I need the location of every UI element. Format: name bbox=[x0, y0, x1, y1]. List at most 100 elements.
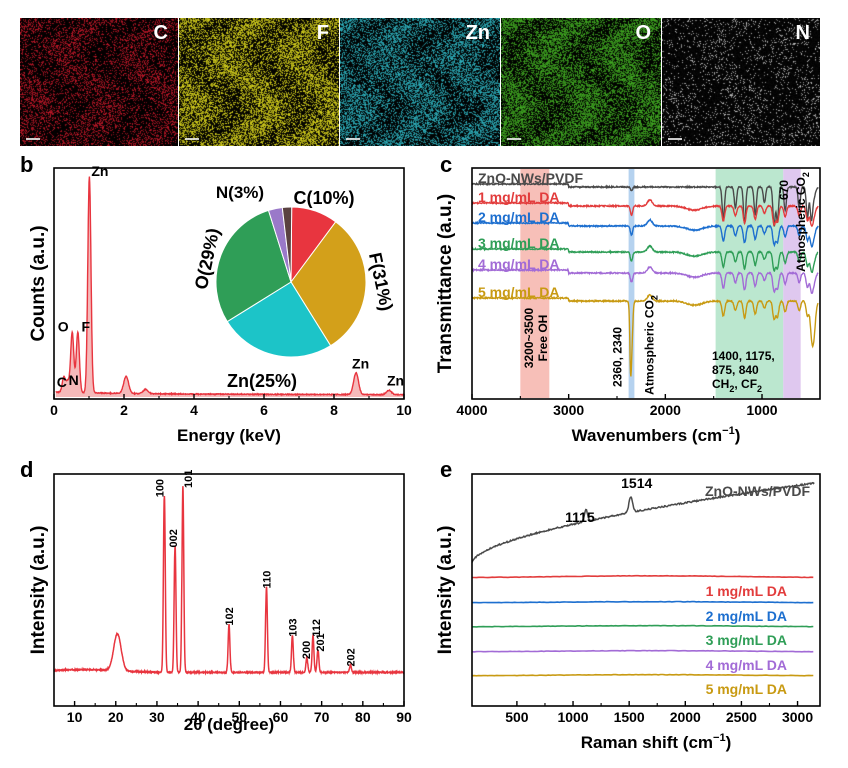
series-label: 1 mg/mL DA bbox=[478, 189, 559, 205]
band-label: Free OH bbox=[536, 315, 550, 362]
pie-label: C(10%) bbox=[293, 188, 354, 208]
spectrum-fill bbox=[55, 176, 404, 397]
hkl-label: 103 bbox=[287, 618, 299, 636]
x-axis-label-sup: −1 bbox=[722, 425, 735, 437]
series-label: 3 mg/mL DA bbox=[478, 235, 559, 251]
x-axis-label-main: Raman shift (cm bbox=[581, 733, 713, 752]
hkl-label: 002 bbox=[168, 529, 180, 547]
x-tick-label: 4000 bbox=[456, 402, 487, 418]
pie-label: Zn(25%) bbox=[227, 371, 297, 391]
map-label-n: N bbox=[795, 22, 810, 44]
x-tick-label: 8 bbox=[330, 402, 338, 418]
x-axis-label: 2θ (degree) bbox=[184, 715, 274, 734]
map-scale-bar bbox=[346, 138, 360, 140]
hkl-label: 200 bbox=[301, 641, 313, 659]
x-tick-label: 2500 bbox=[726, 709, 757, 725]
map-noise-o bbox=[501, 18, 661, 146]
hkl-label: 112 bbox=[311, 619, 323, 637]
x-axis-label: Wavenumbers (cm−1) bbox=[572, 425, 741, 445]
series-label: 4 mg/mL DA bbox=[706, 657, 787, 673]
series-label: 4 mg/mL DA bbox=[478, 256, 559, 272]
series-label: ZnO-NWs/PVDF bbox=[478, 170, 583, 186]
map-noise-f bbox=[179, 18, 339, 146]
band-label-main: Atmospheric CO bbox=[643, 300, 657, 395]
eds-map-n: N bbox=[662, 18, 820, 146]
x-tick-label: 10 bbox=[396, 402, 412, 418]
map-label-f: F bbox=[316, 22, 329, 44]
y-axis-label: Counts (a.u.) bbox=[28, 225, 49, 341]
ftir-series-line bbox=[471, 293, 819, 377]
x-axis-label-end: ) bbox=[726, 733, 732, 752]
map-label-zn: Zn bbox=[465, 22, 490, 44]
panel-letter-e: e bbox=[440, 457, 453, 482]
x-tick-label: 1000 bbox=[557, 709, 588, 725]
hkl-label: 202 bbox=[345, 648, 357, 666]
plot-c-ftir: ZnO-NWs/PVDF 1 mg/mL DA 2 mg/mL DA 3 mg/mL … bbox=[435, 167, 821, 445]
plot-frame bbox=[471, 473, 821, 707]
hkl-label: 110 bbox=[261, 571, 273, 589]
map-scale-bar bbox=[26, 138, 40, 140]
ftir-series-line bbox=[471, 217, 819, 248]
map-label-o: O bbox=[635, 22, 651, 44]
raman-series-line bbox=[471, 673, 814, 677]
peak-label: C bbox=[57, 374, 67, 390]
pie-slice bbox=[215, 209, 292, 323]
xrd-line bbox=[53, 486, 405, 676]
x-tick-label: 6 bbox=[260, 402, 268, 418]
peak-label: 1115 bbox=[565, 509, 595, 525]
peak-label: Zn bbox=[91, 163, 108, 179]
ftir-band bbox=[520, 169, 550, 398]
band-label-sub: 2 bbox=[650, 295, 660, 300]
panel-letter-b: b bbox=[20, 152, 34, 177]
raman-series-line bbox=[472, 574, 814, 579]
band-label-sub: 2 bbox=[729, 384, 734, 394]
eds-map-f: F bbox=[179, 18, 339, 146]
x-tick-label: 3000 bbox=[553, 402, 584, 418]
hkl-label: 101 bbox=[183, 470, 195, 488]
x-axis-label-end: ) bbox=[735, 426, 741, 445]
band-label: CH2, CF2 bbox=[712, 377, 762, 394]
plot-d-xrd: 10 20 30 40 50 60 70 80 90 2θ (degree) Intensity (… bbox=[28, 470, 412, 734]
band-label: 2360, 2340 bbox=[611, 327, 625, 387]
map-scale-bar bbox=[507, 138, 521, 140]
x-axis-label-main: Wavenumbers (cm bbox=[572, 426, 723, 445]
plot-frame bbox=[53, 473, 405, 707]
pie-slice bbox=[226, 281, 332, 358]
band-label: Atmospheric CO2 bbox=[643, 295, 660, 395]
x-tick-label: 60 bbox=[273, 709, 289, 725]
panel-letter-c: c bbox=[440, 152, 453, 177]
peak-label: Zn bbox=[387, 373, 404, 389]
x-axis-label-sup: −1 bbox=[713, 732, 726, 744]
hkl-label: 102 bbox=[224, 607, 236, 625]
band-label-main: Atmospheric CO bbox=[794, 177, 808, 272]
series-label: 5 mg/mL DA bbox=[478, 284, 559, 300]
map-noise-c bbox=[20, 18, 178, 146]
pie-label: N(3%) bbox=[216, 183, 264, 202]
hkl-label: 100 bbox=[154, 479, 166, 497]
band-label: 1400, 1175, bbox=[712, 349, 775, 363]
x-tick-label: 50 bbox=[232, 709, 248, 725]
plot-b-eds-spectrum: 0 2 4 6 8 10 Energy (keV) Counts (a.u.) C N O F Zn Zn… bbox=[28, 163, 412, 445]
x-tick-label: 500 bbox=[505, 709, 529, 725]
y-axis-label: Intensity (a.u.) bbox=[28, 526, 49, 655]
x-axis-label: Raman shift (cm−1) bbox=[581, 732, 731, 752]
x-tick-label: 40 bbox=[190, 709, 206, 725]
series-label: ZnO-NWs/PVDF bbox=[705, 483, 810, 499]
x-tick-label: 90 bbox=[396, 709, 412, 725]
raman-series-line bbox=[472, 600, 814, 604]
series-label: 5 mg/mL DA bbox=[706, 681, 787, 697]
map-noise-n bbox=[662, 18, 820, 146]
band-label: 3200~3500 bbox=[522, 307, 536, 368]
band-label: 875, 840 bbox=[712, 363, 759, 377]
hkl-label: 201 bbox=[315, 633, 327, 651]
raman-series-line bbox=[472, 624, 814, 628]
series-label: 1 mg/mL DA bbox=[706, 583, 787, 599]
band-label-main: CH bbox=[712, 377, 729, 391]
eds-map-o: O bbox=[501, 18, 661, 146]
x-tick-label: 4 bbox=[190, 402, 198, 418]
ftir-series-line bbox=[472, 265, 819, 294]
eds-map-zn: Zn bbox=[340, 18, 500, 146]
x-tick-label: 0 bbox=[50, 402, 58, 418]
peak-label: N bbox=[69, 372, 79, 388]
